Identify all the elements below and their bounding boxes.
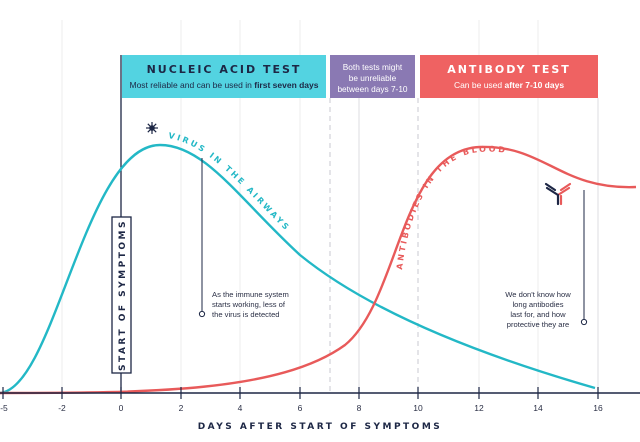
antibody-sub-text: Can be used — [453, 80, 505, 90]
tick-label: 12 — [474, 403, 484, 413]
unreliable-line-2: be unreliable — [348, 73, 397, 83]
virus-curve — [0, 143, 596, 395]
x-axis-ticks — [2, 387, 599, 399]
tick-label: 16 — [593, 403, 603, 413]
guide-lines — [358, 98, 599, 393]
tick-label: 14 — [533, 403, 543, 413]
antibody-test-subtitle: Can be used after 7-10 days — [420, 80, 598, 91]
antibody-test-title: ANTIBODY TEST — [447, 63, 571, 76]
note-line: the virus is detected — [212, 310, 280, 319]
x-axis-title: DAYS AFTER START OF SYMPTOMS — [197, 422, 443, 432]
note-line: We don't know how — [505, 290, 571, 299]
tick-label: 8 — [357, 403, 362, 413]
note-line: long antibodies — [512, 300, 564, 309]
x-axis-tick-labels: -5 -2 0 2 4 6 8 10 12 14 16 — [0, 403, 603, 413]
tick-label: 4 — [238, 403, 243, 413]
antibody-curve — [0, 145, 637, 395]
nucleic-acid-test-box: NUCLEIC ACID TEST Most reliable and can … — [122, 55, 326, 98]
tick-label: 2 — [179, 403, 184, 413]
nucleic-acid-test-subtitle: Most reliable and can be used in first s… — [122, 80, 326, 91]
tick-label: -5 — [0, 403, 8, 413]
tick-label: -2 — [58, 403, 66, 413]
note-line: protective they are — [506, 320, 570, 329]
tick-label: 6 — [298, 403, 303, 413]
start-of-symptoms-box — [111, 216, 132, 374]
virus-curve-label: VIRUS IN THE AIRWAYS — [168, 131, 292, 233]
antibody-sub-bold: after 7-10 days — [504, 80, 565, 90]
note-line: As the immune system — [212, 290, 289, 299]
nucleic-sub-bold: first seven days — [254, 80, 319, 90]
antibody-test-box: ANTIBODY TEST Can be used after 7-10 day… — [420, 55, 598, 98]
unreliable-window-box: Both tests might be unreliable between d… — [330, 55, 415, 98]
antibody-duration-note: We don't know how long antibodies last f… — [494, 290, 582, 330]
immune-system-note: As the immune system starts working, les… — [212, 290, 332, 320]
tick-label: 10 — [413, 403, 423, 413]
dashed-separators — [329, 98, 419, 393]
antibody-icon — [544, 182, 572, 206]
note-line: starts working, less of — [212, 300, 286, 309]
tick-label: 0 — [119, 403, 124, 413]
start-of-symptoms-label: START OF SYMPTOMS — [118, 219, 128, 371]
antibody-curve-label: ANTIBODIES IN THE BLOOD — [395, 144, 508, 270]
note-line: last for, and how — [510, 310, 566, 319]
immune-pointer — [198, 158, 206, 318]
unreliable-line-3: between days 7-10 — [337, 84, 408, 94]
virus-icon — [146, 122, 158, 134]
unreliable-line-1: Both tests might — [342, 62, 403, 72]
nucleic-acid-test-title: NUCLEIC ACID TEST — [146, 63, 302, 76]
nucleic-sub-text: Most reliable and can be used in — [129, 80, 255, 90]
antibody-pointer — [580, 190, 588, 326]
